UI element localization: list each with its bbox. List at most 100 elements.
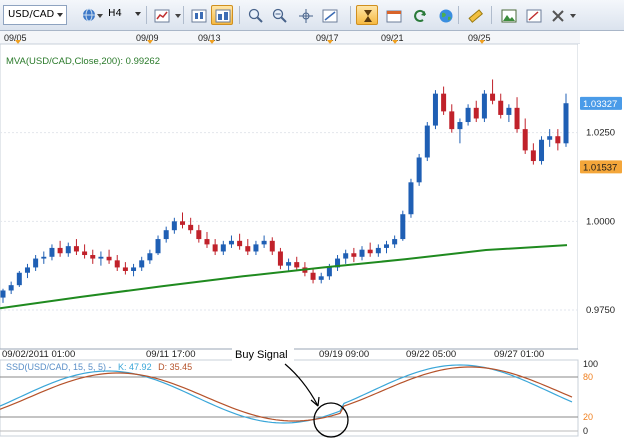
- candlestick-series: [0, 79, 569, 303]
- candle-chart-button[interactable]: [187, 5, 209, 25]
- tools-icon: [552, 10, 564, 22]
- top-date-label: 09/13: [198, 33, 221, 43]
- ruler-button[interactable]: [463, 5, 485, 25]
- top-date-label: 09/05: [4, 33, 27, 43]
- osc-k-label: K: 47.92: [118, 362, 152, 372]
- symbol-select[interactable]: USD/CAD: [3, 5, 67, 25]
- drawing-button[interactable]: [318, 5, 340, 25]
- refresh-button[interactable]: [408, 5, 430, 25]
- candle-body: [98, 256, 104, 259]
- crosshair-icon: [299, 9, 313, 23]
- settings-button[interactable]: [522, 5, 544, 25]
- mva-line: [0, 244, 568, 310]
- candle-body: [408, 182, 414, 215]
- candle-body: [335, 258, 341, 268]
- top-date-label: 09/17: [316, 33, 339, 43]
- chevron-down-icon: [57, 13, 63, 17]
- candle-body: [498, 100, 504, 115]
- cursor-button[interactable]: [356, 5, 378, 25]
- toolbar-separator: [350, 6, 351, 24]
- candle-body: [530, 150, 536, 162]
- ruler-icon: [468, 9, 483, 23]
- candle-body: [294, 262, 300, 268]
- price-grid: [0, 132, 578, 311]
- candle-body: [449, 111, 455, 130]
- candle-body: [359, 249, 365, 257]
- stochastic-d-line: [0, 366, 573, 422]
- osc-d-label: D: 35.45: [158, 362, 192, 372]
- cursor-icon: [364, 10, 372, 22]
- candle-body: [245, 246, 251, 252]
- candle-body: [204, 239, 210, 245]
- top-date-label: 09/09: [136, 33, 159, 43]
- date-marker-icon: [15, 40, 21, 44]
- candle-body: [41, 256, 47, 259]
- zoom-in-button[interactable]: [244, 5, 266, 25]
- candle-body: [180, 221, 186, 225]
- timeframe-select[interactable]: H4: [104, 5, 144, 25]
- x-axis-label: 09/11 17:00: [146, 349, 195, 360]
- zoom-in-icon: [248, 8, 263, 23]
- candle-body: [49, 247, 55, 257]
- crosshair-button[interactable]: [294, 5, 316, 25]
- candle-body: [269, 240, 275, 252]
- candle-body: [432, 93, 438, 126]
- marker-price-tag: 1.01537: [580, 160, 622, 174]
- globe-button[interactable]: [78, 5, 100, 25]
- candle-body: [539, 139, 545, 162]
- candle-body: [8, 285, 14, 291]
- top-date-strip: [0, 31, 580, 44]
- settings-icon: [526, 9, 542, 23]
- candle-body: [375, 247, 381, 254]
- chart-type-dropdown-icon[interactable]: [175, 14, 181, 18]
- candle-body: [481, 93, 487, 119]
- calendar-icon: [386, 10, 402, 23]
- candle-body: [318, 276, 324, 280]
- tools-button[interactable]: [546, 5, 568, 25]
- candle-body: [253, 244, 259, 252]
- calendar-button[interactable]: [382, 5, 404, 25]
- tools-dropdown-icon[interactable]: [570, 14, 576, 18]
- candle-body: [326, 267, 332, 277]
- line-chart-icon: [154, 9, 170, 23]
- candle-body: [228, 240, 234, 245]
- candle-body: [522, 129, 528, 151]
- arrow-head-icon: [310, 396, 320, 407]
- candle-body: [24, 267, 30, 273]
- buy-signal-label-bg: [232, 347, 294, 361]
- candle-body: [237, 240, 243, 247]
- globe-icon: [83, 8, 95, 22]
- candle-body: [147, 253, 153, 261]
- candle-body: [555, 136, 561, 144]
- globe-dropdown-icon[interactable]: [97, 14, 103, 18]
- candle-body: [163, 230, 169, 240]
- price-pane[interactable]: [0, 43, 579, 350]
- candle-body: [563, 103, 569, 144]
- current-price-tag: 1.03327: [580, 96, 622, 110]
- price-axis[interactable]: [578, 44, 624, 349]
- x-axis-label: 09/02/2011 01:00: [2, 349, 75, 360]
- candle-body: [261, 240, 267, 245]
- marker-price-text: 1.01537: [583, 162, 617, 173]
- candle-body: [212, 244, 218, 252]
- candle-body: [547, 136, 553, 140]
- bar-chart-icon: [215, 9, 231, 23]
- chart-area[interactable]: 09/05 09/09 09/13 09/17 09/21 09/25 MVA(USD/C…: [0, 31, 624, 438]
- date-marker-icon: [327, 40, 333, 44]
- x-axis-label: 09/19 09:00: [319, 349, 369, 360]
- candle-body: [73, 246, 79, 252]
- osc-axis-ticks: 100 80 20 0: [583, 359, 598, 436]
- candle-body: [490, 93, 496, 101]
- zoom-out-button[interactable]: [268, 5, 290, 25]
- bar-chart-button[interactable]: [211, 5, 233, 25]
- candle-body: [90, 255, 96, 259]
- earth-button[interactable]: [434, 5, 456, 25]
- symbol-select-value: USD/CAD: [8, 9, 55, 20]
- candle-body: [441, 93, 447, 112]
- candle-body: [416, 157, 422, 183]
- picture-button[interactable]: [497, 5, 519, 25]
- candle-body: [424, 125, 430, 158]
- refresh-icon: [414, 9, 426, 22]
- line-chart-button[interactable]: [150, 5, 172, 25]
- toolbar: USD/CAD H4: [0, 0, 624, 31]
